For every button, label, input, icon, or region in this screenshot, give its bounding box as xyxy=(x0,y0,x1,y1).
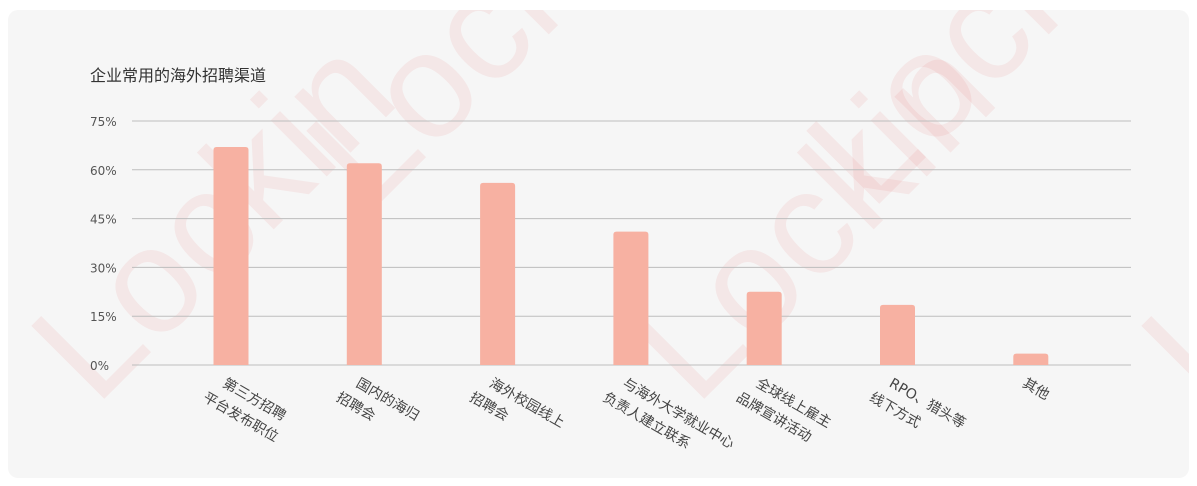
x-category-label: 其他 xyxy=(1020,376,1052,404)
bar xyxy=(613,231,649,365)
bar xyxy=(213,147,249,365)
bar xyxy=(480,182,516,365)
bar xyxy=(880,304,915,365)
bar xyxy=(1013,353,1049,365)
y-tick-label: 0% xyxy=(90,359,109,373)
y-tick-label: 15% xyxy=(90,310,117,324)
x-tick-label: 其他 xyxy=(1020,376,1052,404)
chart-title: 企业常用的海外招聘渠道 xyxy=(90,66,267,85)
y-tick-label: 30% xyxy=(90,261,117,275)
chart-card: Lockin Lockin Lockin Lockin Lockin 企业常用的… xyxy=(8,10,1189,478)
bar xyxy=(346,163,382,365)
bar xyxy=(746,291,782,365)
y-tick-label: 45% xyxy=(90,213,117,227)
y-tick-label: 75% xyxy=(90,115,117,129)
y-tick-label: 60% xyxy=(90,164,117,178)
